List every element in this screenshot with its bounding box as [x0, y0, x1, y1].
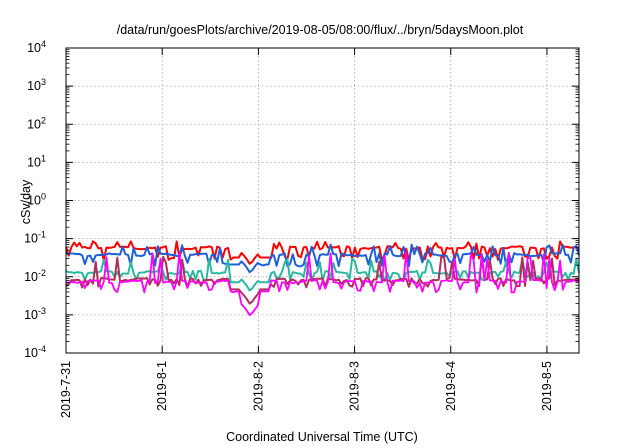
y-tick-base: 10 [27, 155, 41, 169]
y-tick-base: 10 [24, 308, 38, 322]
y-tick-label: 10-3 [24, 306, 46, 322]
y-tick-exponent: -2 [38, 268, 46, 278]
y-tick-exponent: -1 [38, 230, 46, 240]
x-tick-labels: 2019-7-31 2019-8-1 2019-8-2 2019-8-3 2019-8-… [59, 48, 554, 418]
x-tick-label: 2019-8-4 [444, 361, 458, 411]
plot-frame [65, 47, 580, 354]
y-tick-base: 10 [27, 117, 41, 131]
y-tick-label: 10-1 [24, 230, 46, 246]
series-line [65, 255, 580, 305]
y-tick-exponent: 1 [41, 153, 46, 163]
y-tick-label: 10-4 [24, 344, 46, 360]
y-axis-label: cSv/day [19, 179, 33, 224]
y-tick-base: 10 [24, 232, 38, 246]
y-tick-label: 100 [27, 192, 46, 208]
y-tick-exponent: 2 [41, 115, 46, 125]
y-tick-base: 10 [27, 79, 41, 93]
x-tick-label: 2019-8-2 [251, 361, 265, 411]
y-tick-exponent: 4 [41, 39, 46, 49]
y-tick-label: 101 [27, 153, 46, 169]
y-tick-base: 10 [27, 41, 41, 55]
y-tick-base: 10 [24, 270, 38, 284]
x-tick-label: 2019-8-5 [540, 361, 554, 411]
series-line [65, 240, 580, 265]
x-tick-label: 2019-8-3 [348, 361, 362, 411]
y-tick-exponent: 0 [41, 192, 46, 202]
y-tick-exponent: -3 [38, 306, 46, 316]
y-tick-exponent: 3 [41, 77, 46, 87]
grid-lines [66, 48, 579, 353]
x-tick-label: 2019-8-1 [155, 361, 169, 411]
series-line [65, 251, 580, 317]
x-tick-label: 2019-7-31 [59, 361, 73, 418]
y-tick-label: 10-2 [24, 268, 46, 284]
y-tick-base: 10 [24, 346, 38, 360]
y-tick-label: 103 [27, 77, 46, 93]
series-group [65, 240, 580, 317]
y-tick-label: 104 [27, 39, 46, 55]
y-tick-base: 10 [27, 194, 41, 208]
x-axis-label: Coordinated Universal Time (UTC) [226, 430, 418, 444]
chart-title: /data/run/goesPlots/archive/2019-08-05/0… [117, 23, 524, 37]
y-tick-label: 102 [27, 115, 46, 131]
y-tick-exponent: -4 [38, 344, 46, 354]
